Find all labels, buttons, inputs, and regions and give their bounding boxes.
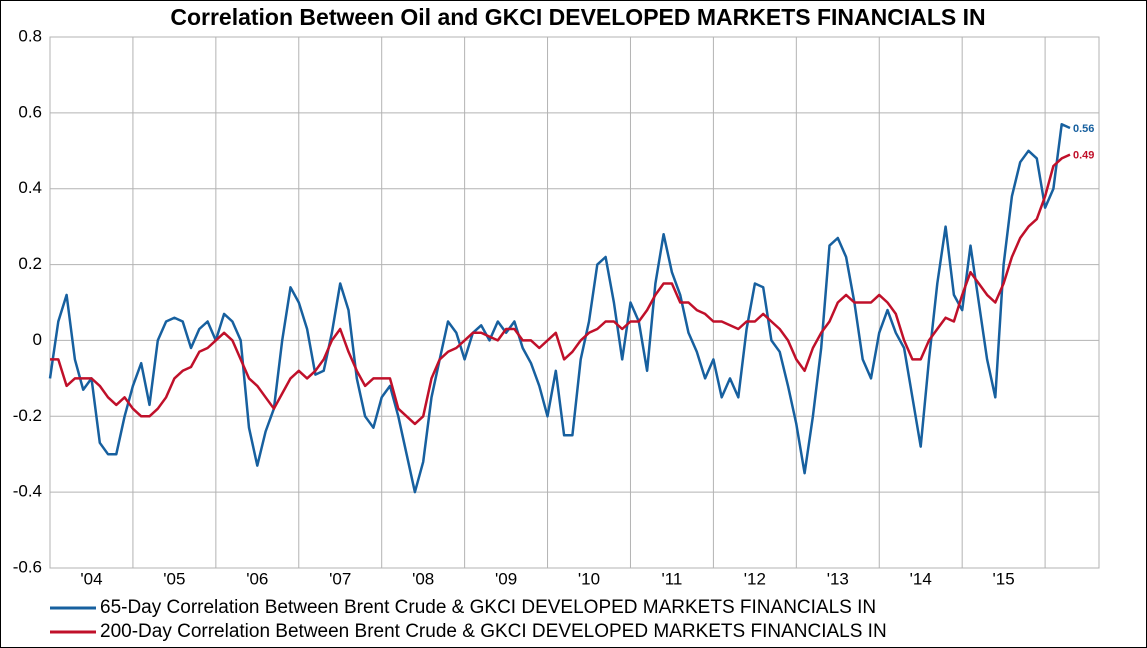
x-tick-label: '13 — [827, 569, 849, 588]
x-tick-label: '06 — [246, 569, 268, 588]
x-tick-label: '04 — [80, 569, 102, 588]
legend-label: 65-Day Correlation Between Brent Crude &… — [100, 597, 876, 618]
legend-label: 200-Day Correlation Between Brent Crude … — [100, 621, 887, 642]
chart-title: Correlation Between Oil and GKCI DEVELOP… — [170, 4, 985, 30]
x-tick-label: '15 — [993, 569, 1015, 588]
y-tick-label: 0.8 — [18, 26, 42, 45]
y-tick-label: 0.2 — [18, 254, 42, 273]
x-tick-label: '09 — [495, 569, 517, 588]
x-tick-label: '08 — [412, 569, 434, 588]
plot-area — [49, 36, 1100, 569]
y-tick-label: 0 — [33, 330, 42, 349]
x-tick-label: '14 — [910, 569, 932, 588]
series-line — [48, 122, 1071, 494]
y-tick-label: -0.6 — [13, 557, 42, 576]
x-tick-label: '07 — [329, 569, 351, 588]
y-tick-label: -0.2 — [13, 406, 42, 425]
series-line — [50, 153, 1071, 426]
x-tick-label: '10 — [578, 569, 600, 588]
x-tick-label: '11 — [661, 569, 682, 588]
y-tick-label: -0.4 — [13, 482, 42, 501]
end-value-label: 0.49 — [1073, 149, 1094, 161]
x-tick-label: '05 — [163, 569, 185, 588]
end-value-label: 0.56 — [1073, 123, 1094, 135]
y-tick-label: 0.6 — [18, 102, 42, 121]
x-tick-label: '12 — [744, 569, 766, 588]
y-tick-label: 0.4 — [18, 178, 42, 197]
